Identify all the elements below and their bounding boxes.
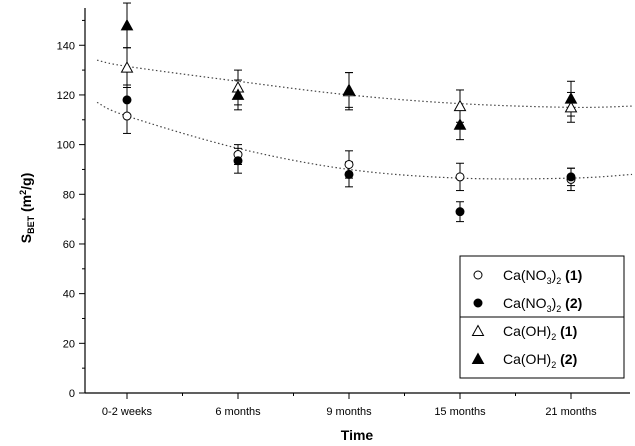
data-point	[453, 118, 467, 130]
data-point	[455, 207, 465, 217]
y-tick-label: 0	[69, 388, 75, 400]
x-tick-label: 6 months	[215, 406, 261, 418]
y-tick-label: 80	[63, 189, 75, 201]
legend: Ca(NO3)2 (1) Ca(NO3)2 (2) Ca(OH)2 (1) Ca(OH…	[459, 255, 625, 379]
data-point	[122, 111, 132, 121]
y-tick-label: 20	[63, 338, 75, 350]
y-axis-title: SBET (m2/g)	[18, 173, 36, 243]
axes: 0 20 40 60 80 100 120 140 0-2 weeks 6 months 9 mon…	[57, 8, 630, 418]
x-tick-label: 15 months	[434, 406, 486, 418]
data-point	[120, 18, 134, 31]
legend-marker	[471, 324, 485, 336]
y-tick-label: 140	[57, 40, 75, 52]
data-point	[453, 99, 467, 112]
data-point	[231, 88, 245, 100]
legend-label: Ca(NO3)2 (2)	[503, 295, 582, 314]
data-point	[233, 156, 243, 166]
legend-marker	[473, 298, 483, 308]
error-bars	[123, 2, 575, 223]
data-point	[122, 95, 132, 105]
data-point	[120, 61, 134, 73]
legend-label: Ca(NO3)2 (1)	[503, 267, 582, 286]
data-point	[564, 100, 578, 113]
y-tick-label: 120	[57, 90, 75, 102]
trendline	[96, 101, 633, 180]
data-point	[344, 169, 354, 179]
x-tick-label: 0-2 weeks	[102, 406, 153, 418]
data-point	[455, 172, 465, 182]
legend-marker	[471, 352, 485, 364]
data-markers	[120, 18, 578, 217]
legend-marker	[473, 270, 483, 280]
data-point	[564, 92, 578, 104]
trendline	[96, 59, 633, 109]
x-tick-label: 9 months	[326, 406, 372, 418]
data-point	[342, 83, 356, 95]
y-tick-label: 40	[63, 289, 75, 301]
legend-label: Ca(OH)2 (2)	[503, 351, 577, 370]
data-point	[344, 159, 354, 169]
y-tick-label: 100	[57, 140, 75, 152]
data-point	[566, 172, 576, 182]
y-tick-label: 60	[63, 239, 75, 251]
trendlines	[96, 59, 633, 180]
x-tick-label: 21 months	[545, 406, 597, 418]
x-axis-title: Time	[341, 427, 374, 443]
legend-label: Ca(OH)2 (1)	[503, 323, 577, 342]
